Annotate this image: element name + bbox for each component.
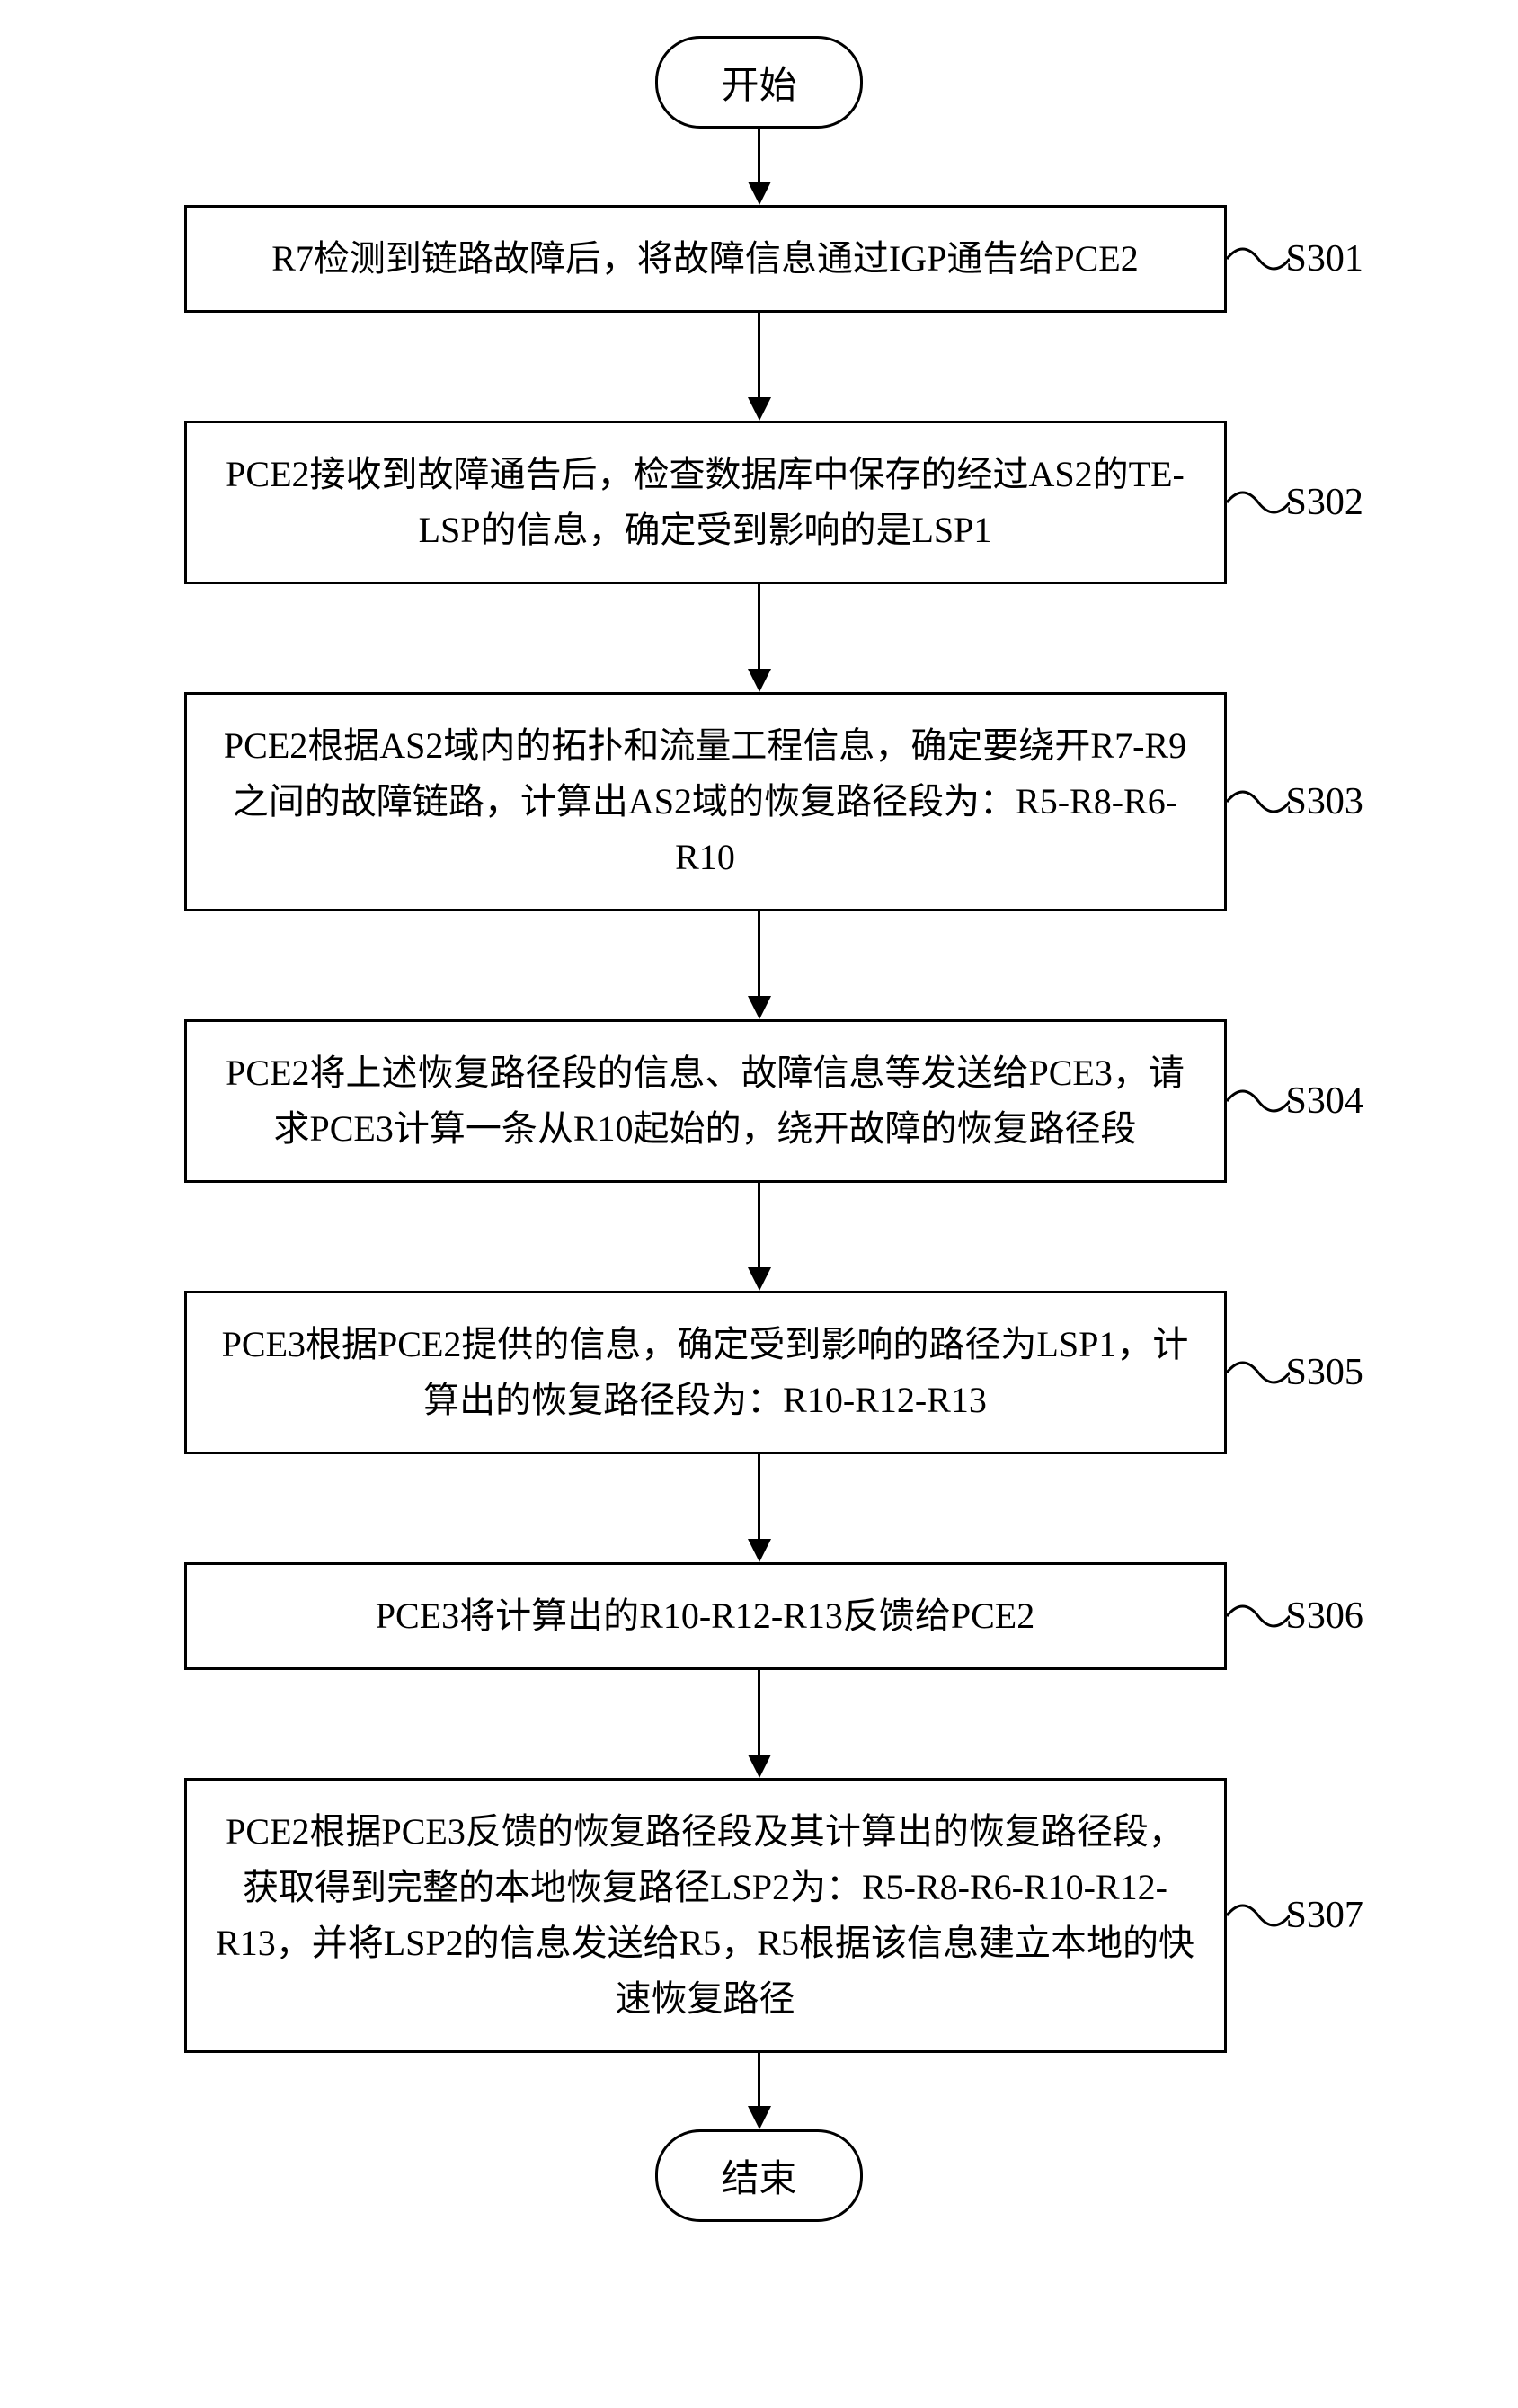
arrow <box>748 1454 771 1562</box>
step-id-label: S306 <box>1286 1595 1363 1638</box>
label-connector-curve <box>1227 1078 1290 1124</box>
step-label-wrap: S301 <box>1227 235 1389 282</box>
flowchart-step: PCE2根据PCE3反馈的恢复路径段及其计算出的恢复路径段，获取得到完整的本地恢… <box>130 1778 1389 2053</box>
arrow <box>748 911 771 1019</box>
end-terminator: 结束 <box>655 2129 862 2222</box>
start-terminator: 开始 <box>655 36 862 129</box>
arrow <box>748 1670 771 1778</box>
process-box: PCE3将计算出的R10-R12-R13反馈给PCE2 <box>184 1562 1227 1670</box>
arrow <box>748 2053 771 2129</box>
step-id-label: S301 <box>1286 237 1363 280</box>
step-id-label: S305 <box>1286 1351 1363 1394</box>
flowchart-step: PCE2根据AS2域内的拓扑和流量工程信息，确定要绕开R7-R9之间的故障链路，… <box>130 692 1389 911</box>
process-box: PCE2将上述恢复路径段的信息、故障信息等发送给PCE3，请求PCE3计算一条从… <box>184 1019 1227 1183</box>
flowchart-step: R7检测到链路故障后，将故障信息通过IGP通告给PCE2 S301 <box>130 205 1389 313</box>
step-id-label: S304 <box>1286 1080 1363 1123</box>
process-box: PCE3根据PCE2提供的信息，确定受到影响的路径为LSP1，计算出的恢复路径段… <box>184 1291 1227 1454</box>
process-box: PCE2根据PCE3反馈的恢复路径段及其计算出的恢复路径段，获取得到完整的本地恢… <box>184 1778 1227 2053</box>
step-label-wrap: S302 <box>1227 479 1389 526</box>
flowchart-step: PCE3将计算出的R10-R12-R13反馈给PCE2 S306 <box>130 1562 1389 1670</box>
process-box: PCE2接收到故障通告后，检查数据库中保存的经过AS2的TE-LSP的信息，确定… <box>184 421 1227 584</box>
label-connector-curve <box>1227 1892 1290 1939</box>
step-label-wrap: S307 <box>1227 1892 1389 1939</box>
label-connector-curve <box>1227 479 1290 526</box>
arrow <box>748 313 771 421</box>
label-connector-curve <box>1227 1349 1290 1396</box>
step-id-label: S307 <box>1286 1894 1363 1937</box>
step-id-label: S303 <box>1286 780 1363 823</box>
arrow <box>748 584 771 692</box>
label-connector-curve <box>1227 778 1290 825</box>
step-id-label: S302 <box>1286 481 1363 524</box>
label-connector-curve <box>1227 1593 1290 1639</box>
flowchart-container: 开始 R7检测到链路故障后，将故障信息通过IGP通告给PCE2 S301 PCE2… <box>130 36 1389 2222</box>
arrow <box>748 1183 771 1291</box>
arrow <box>748 129 771 205</box>
flowchart-step: PCE2将上述恢复路径段的信息、故障信息等发送给PCE3，请求PCE3计算一条从… <box>130 1019 1389 1183</box>
step-label-wrap: S303 <box>1227 778 1389 825</box>
step-label-wrap: S305 <box>1227 1349 1389 1396</box>
process-box: PCE2根据AS2域内的拓扑和流量工程信息，确定要绕开R7-R9之间的故障链路，… <box>184 692 1227 911</box>
flowchart-step: PCE2接收到故障通告后，检查数据库中保存的经过AS2的TE-LSP的信息，确定… <box>130 421 1389 584</box>
step-label-wrap: S306 <box>1227 1593 1389 1639</box>
label-connector-curve <box>1227 235 1290 282</box>
flowchart-step: PCE3根据PCE2提供的信息，确定受到影响的路径为LSP1，计算出的恢复路径段… <box>130 1291 1389 1454</box>
process-box: R7检测到链路故障后，将故障信息通过IGP通告给PCE2 <box>184 205 1227 313</box>
step-label-wrap: S304 <box>1227 1078 1389 1124</box>
